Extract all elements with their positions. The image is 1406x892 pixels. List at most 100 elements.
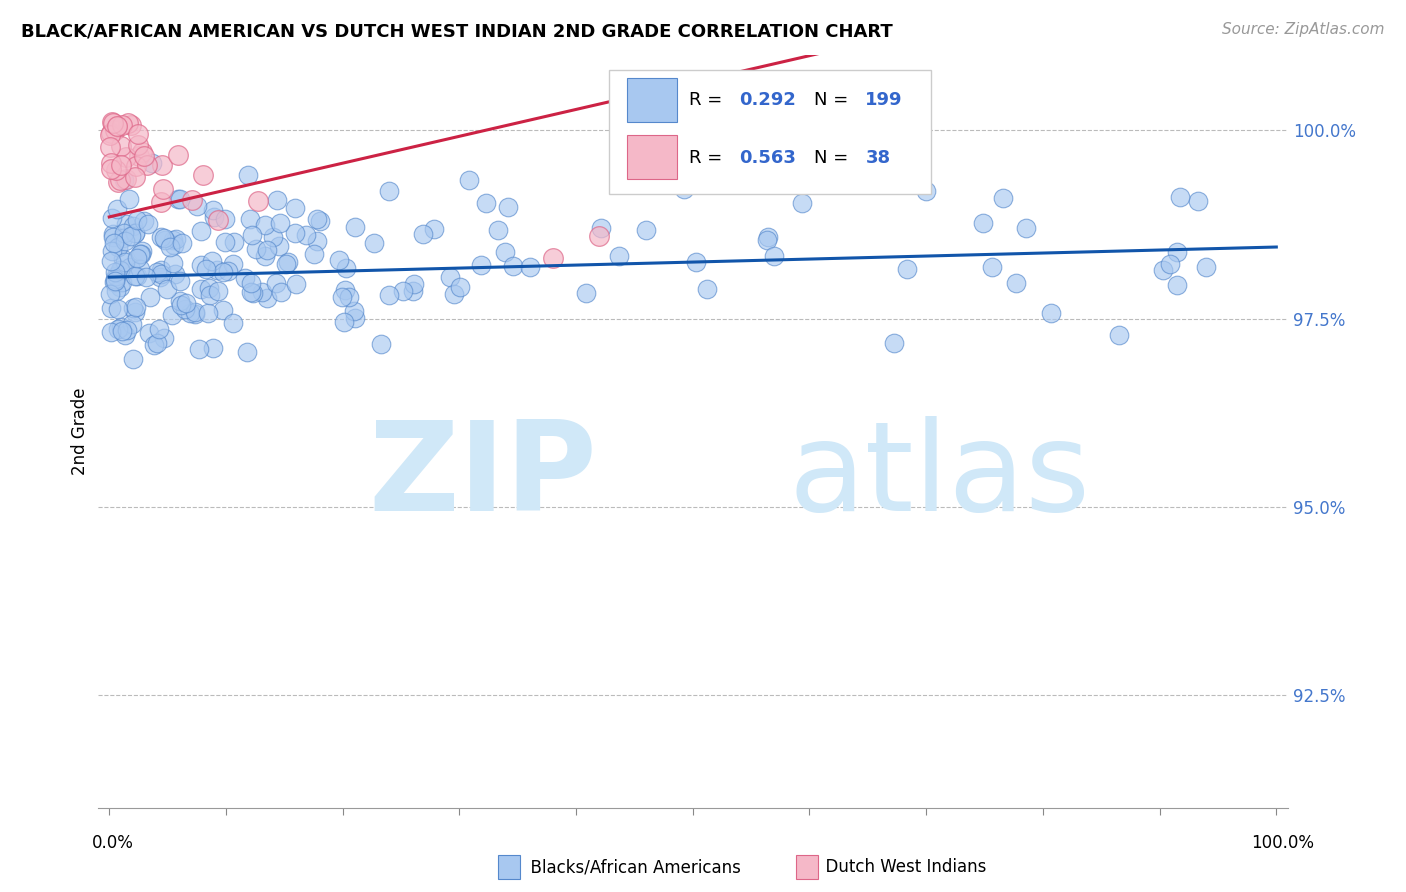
- Point: [250, 285, 273, 299]
- Point: [180, 193, 202, 207]
- Point: [129, 247, 152, 261]
- Point: [330, 290, 353, 304]
- Point: [156, 282, 179, 296]
- Point: [124, 305, 146, 319]
- Point: [166, 192, 188, 206]
- Point: [149, 270, 172, 285]
- Point: [266, 193, 288, 207]
- Point: [224, 235, 246, 249]
- Point: [1005, 276, 1028, 290]
- Point: [502, 259, 524, 273]
- Point: [201, 254, 224, 268]
- Point: [423, 222, 446, 236]
- Point: [307, 211, 329, 226]
- Point: [163, 267, 186, 281]
- Point: [222, 317, 245, 331]
- Text: R =: R =: [689, 149, 728, 167]
- Point: [124, 268, 146, 283]
- Point: [254, 249, 277, 263]
- Point: [124, 160, 146, 174]
- Point: [105, 202, 128, 216]
- Point: [1108, 328, 1130, 343]
- Point: [198, 287, 221, 301]
- Point: [138, 326, 160, 340]
- Point: [392, 284, 415, 298]
- Point: [254, 218, 277, 232]
- Text: Blacks/African Americans: Blacks/African Americans: [520, 858, 741, 876]
- Text: 0.563: 0.563: [740, 149, 796, 167]
- Point: [344, 219, 367, 234]
- Text: ZIP: ZIP: [368, 416, 598, 537]
- Point: [120, 260, 142, 274]
- Point: [117, 116, 139, 130]
- Point: [110, 158, 132, 172]
- Point: [378, 184, 401, 198]
- Point: [124, 169, 146, 184]
- Point: [343, 303, 366, 318]
- Point: [191, 168, 214, 182]
- Point: [153, 233, 176, 247]
- Point: [103, 235, 125, 250]
- Point: [143, 338, 166, 352]
- FancyBboxPatch shape: [609, 70, 931, 194]
- Point: [262, 229, 284, 244]
- Point: [170, 236, 193, 251]
- Point: [335, 283, 357, 297]
- Point: [125, 251, 148, 265]
- Point: [198, 281, 221, 295]
- Point: [128, 149, 150, 163]
- Point: [285, 277, 308, 291]
- Point: [100, 244, 122, 258]
- Point: [110, 262, 132, 277]
- Point: [763, 249, 786, 263]
- Point: [370, 337, 392, 351]
- Point: [269, 216, 291, 230]
- Point: [1187, 194, 1209, 209]
- Text: 0.292: 0.292: [740, 91, 796, 110]
- Point: [190, 282, 212, 296]
- Point: [972, 216, 994, 230]
- Point: [100, 254, 122, 268]
- Point: [696, 282, 718, 296]
- Text: N =: N =: [814, 149, 855, 167]
- Text: BLACK/AFRICAN AMERICAN VS DUTCH WEST INDIAN 2ND GRADE CORRELATION CHART: BLACK/AFRICAN AMERICAN VS DUTCH WEST IND…: [21, 22, 893, 40]
- Point: [132, 149, 155, 163]
- Point: [165, 232, 187, 246]
- Point: [103, 275, 125, 289]
- Point: [141, 156, 163, 170]
- Point: [105, 119, 128, 133]
- Point: [114, 327, 136, 342]
- Point: [449, 279, 471, 293]
- FancyBboxPatch shape: [627, 135, 678, 179]
- Point: [1168, 190, 1191, 204]
- Point: [335, 261, 357, 276]
- Text: 0.0%: 0.0%: [91, 834, 134, 852]
- Point: [150, 262, 173, 277]
- Point: [100, 325, 122, 339]
- Point: [207, 284, 229, 298]
- Text: 38: 38: [865, 149, 890, 167]
- Point: [443, 286, 465, 301]
- Point: [274, 257, 297, 271]
- Point: [790, 196, 813, 211]
- Point: [149, 267, 172, 281]
- Point: [1195, 260, 1218, 274]
- Point: [105, 163, 128, 178]
- Point: [256, 244, 278, 258]
- Point: [256, 291, 278, 305]
- Point: [217, 264, 239, 278]
- Point: [673, 182, 696, 196]
- Point: [101, 115, 124, 129]
- Point: [277, 255, 299, 269]
- Point: [162, 234, 184, 248]
- Point: [107, 175, 129, 189]
- Point: [378, 288, 401, 302]
- Point: [152, 181, 174, 195]
- Point: [110, 324, 132, 338]
- Point: [607, 248, 630, 262]
- Point: [915, 184, 938, 198]
- Point: [494, 244, 516, 259]
- Point: [214, 235, 236, 249]
- Point: [112, 172, 135, 186]
- Text: Source: ZipAtlas.com: Source: ZipAtlas.com: [1222, 22, 1385, 37]
